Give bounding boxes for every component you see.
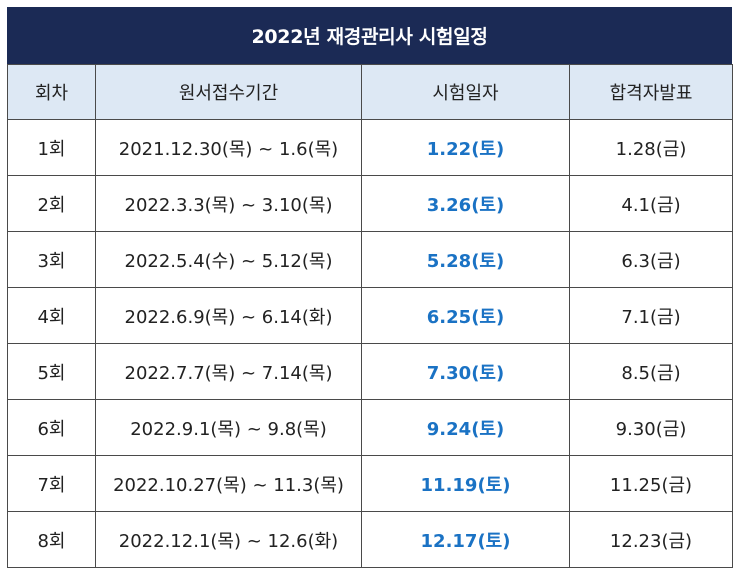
exam-date-cell: 1.22(토): [361, 119, 570, 176]
announcement-cell: 8.5(금): [569, 343, 733, 400]
announcement-cell: 12.23(금): [569, 511, 733, 568]
table-row: 1회 2021.12.30(목) ~ 1.6(목) 1.22(토) 1.28(금): [7, 119, 733, 176]
schedule-table: 회차 원서접수기간 시험일자 합격자발표 1회 2021.12.30(목) ~ 1…: [7, 64, 733, 568]
table-row: 8회 2022.12.1(목) ~ 12.6(화) 12.17(토) 12.23(금): [7, 511, 733, 568]
table-title: 2022년 재경관리사 시험일정: [7, 7, 732, 64]
application-period-cell: 2021.12.30(목) ~ 1.6(목): [95, 119, 362, 176]
exam-date-cell: 9.24(토): [361, 399, 570, 456]
table-row: 3회 2022.5.4(수) ~ 5.12(목) 5.28(토) 6.3(금): [7, 231, 733, 288]
exam-date-cell: 7.30(토): [361, 343, 570, 400]
exam-date-cell: 3.26(토): [361, 175, 570, 232]
exam-date-cell: 11.19(토): [361, 455, 570, 512]
announcement-cell: 7.1(금): [569, 287, 733, 344]
round-cell: 8회: [7, 511, 96, 568]
table-row: 4회 2022.6.9(목) ~ 6.14(화) 6.25(토) 7.1(금): [7, 287, 733, 344]
round-cell: 5회: [7, 343, 96, 400]
schedule-table-container: 2022년 재경관리사 시험일정 회차 원서접수기간 시험일자 합격자발표 1회…: [7, 7, 733, 570]
application-period-cell: 2022.6.9(목) ~ 6.14(화): [95, 287, 362, 344]
round-cell: 4회: [7, 287, 96, 344]
table-row: 5회 2022.7.7(목) ~ 7.14(목) 7.30(토) 8.5(금): [7, 343, 733, 400]
announcement-cell: 6.3(금): [569, 231, 733, 288]
table-row: 7회 2022.10.27(목) ~ 11.3(목) 11.19(토) 11.25(금…: [7, 455, 733, 512]
announcement-cell: 1.28(금): [569, 119, 733, 176]
application-period-cell: 2022.9.1(목) ~ 9.8(목): [95, 399, 362, 456]
application-period-cell: 2022.3.3(목) ~ 3.10(목): [95, 175, 362, 232]
application-period-cell: 2022.10.27(목) ~ 11.3(목): [95, 455, 362, 512]
round-cell: 2회: [7, 175, 96, 232]
column-header-round: 회차: [7, 64, 96, 120]
table-row: 2회 2022.3.3(목) ~ 3.10(목) 3.26(토) 4.1(금): [7, 175, 733, 232]
column-header-application-period: 원서접수기간: [95, 64, 362, 120]
round-cell: 6회: [7, 399, 96, 456]
round-cell: 1회: [7, 119, 96, 176]
announcement-cell: 4.1(금): [569, 175, 733, 232]
announcement-cell: 9.30(금): [569, 399, 733, 456]
column-header-announcement: 합격자발표: [569, 64, 733, 120]
column-header-exam-date: 시험일자: [361, 64, 570, 120]
header-row: 회차 원서접수기간 시험일자 합격자발표: [7, 64, 733, 120]
exam-date-cell: 12.17(토): [361, 511, 570, 568]
round-cell: 3회: [7, 231, 96, 288]
application-period-cell: 2022.12.1(목) ~ 12.6(화): [95, 511, 362, 568]
round-cell: 7회: [7, 455, 96, 512]
announcement-cell: 11.25(금): [569, 455, 733, 512]
exam-date-cell: 6.25(토): [361, 287, 570, 344]
application-period-cell: 2022.7.7(목) ~ 7.14(목): [95, 343, 362, 400]
application-period-cell: 2022.5.4(수) ~ 5.12(목): [95, 231, 362, 288]
table-row: 6회 2022.9.1(목) ~ 9.8(목) 9.24(토) 9.30(금): [7, 399, 733, 456]
exam-date-cell: 5.28(토): [361, 231, 570, 288]
